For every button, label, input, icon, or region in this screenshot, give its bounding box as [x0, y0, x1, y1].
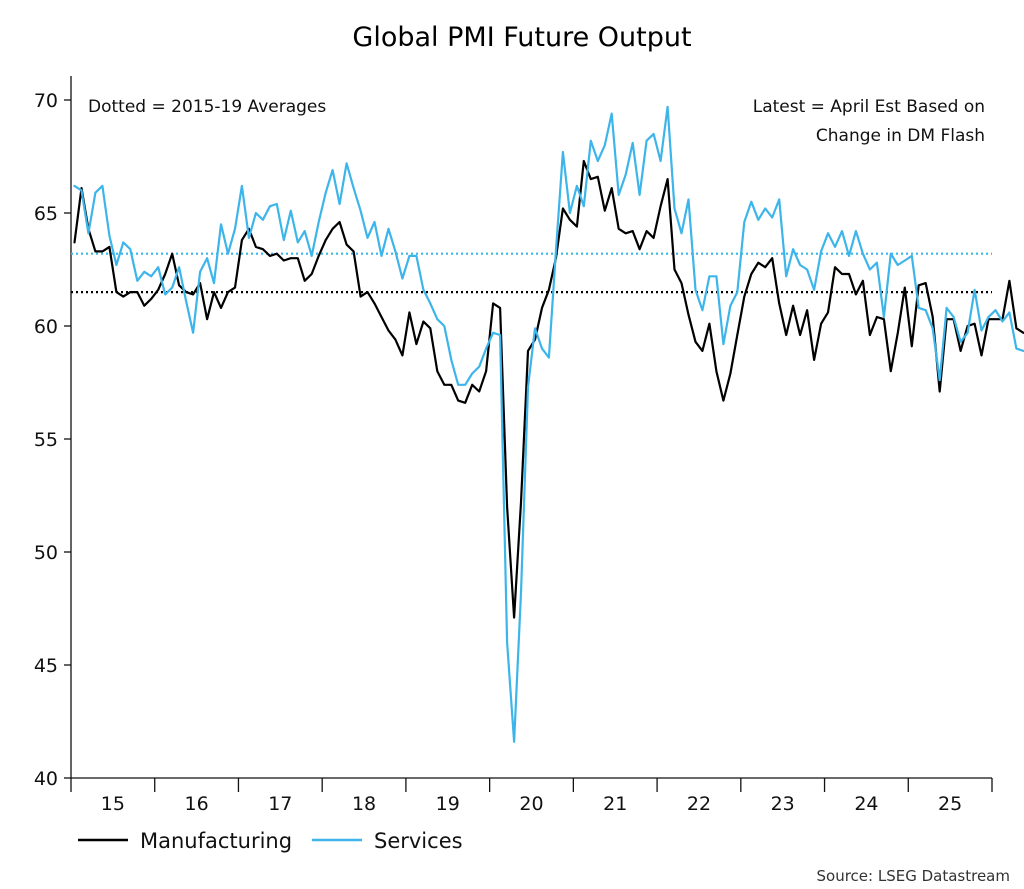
x-tick-label: 21 — [603, 793, 627, 815]
y-tick-label: 55 — [34, 429, 58, 451]
series-line-services — [73, 105, 1024, 743]
x-tick-label: 15 — [101, 793, 125, 815]
x-tick-label: 19 — [436, 793, 460, 815]
axes: 40 45 50 55 60 65 70 15 16 17 18 19 20 21 22 23 24 25 — [34, 76, 993, 815]
y-tick-label: 45 — [34, 655, 58, 677]
y-tick-label: 50 — [34, 542, 58, 564]
x-tick-label: 22 — [687, 793, 711, 815]
series-lines — [73, 105, 1024, 743]
x-tick-label: 25 — [938, 793, 962, 815]
annotation-latest-line1: Latest = April Est Based on — [753, 97, 985, 117]
x-tick-label: 16 — [184, 793, 208, 815]
x-tick-label: 17 — [268, 793, 292, 815]
legend: Manufacturing Services — [78, 829, 463, 853]
x-tick-label: 24 — [854, 793, 878, 815]
average-reference-lines — [71, 252, 992, 294]
y-tick-label: 60 — [34, 316, 58, 338]
legend-label-manufacturing: Manufacturing — [140, 829, 292, 853]
x-tick-label: 18 — [352, 793, 376, 815]
x-tick-label: 20 — [519, 793, 543, 815]
legend-label-services: Services — [374, 829, 463, 853]
chart-title: Global PMI Future Output — [352, 22, 691, 53]
y-tick-label: 40 — [34, 768, 58, 790]
x-tick-label: 23 — [771, 793, 795, 815]
y-tick-label: 65 — [34, 203, 58, 225]
annotation-latest-line2: Change in DM Flash — [816, 126, 985, 146]
source-note: Source: LSEG Datastream — [817, 867, 1010, 885]
series-line-manufacturing — [73, 159, 1024, 619]
y-tick-label: 70 — [34, 90, 58, 112]
annotation-dotted-averages: Dotted = 2015-19 Averages — [88, 97, 326, 117]
